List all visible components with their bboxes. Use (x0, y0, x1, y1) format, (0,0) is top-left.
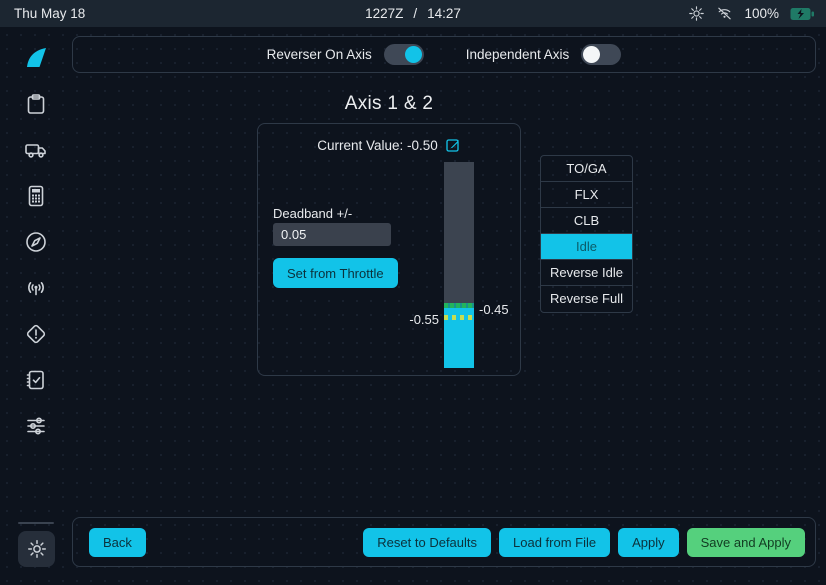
wifi-off-icon (718, 7, 732, 20)
sidebar-item-checklist[interactable] (23, 368, 49, 392)
save-and-apply-button[interactable]: Save and Apply (686, 527, 805, 557)
sidebar-item-ground-services[interactable] (23, 138, 49, 162)
page-title: Axis 1 & 2 (344, 93, 434, 114)
deadband-label: Deadband +/- (273, 206, 353, 221)
gear-icon (27, 540, 46, 558)
gauge-lower-value: -0.55 (409, 312, 439, 327)
gauge-upper-value: -0.45 (479, 302, 509, 317)
deadband-lower-band (444, 315, 474, 320)
axis-position-gauge (444, 162, 474, 368)
status-indicators: 100% (688, 5, 814, 22)
utc-time: 1227Z (365, 6, 404, 21)
sidebar-item-calculator[interactable] (23, 184, 49, 208)
detent-item-reverse-full[interactable]: Reverse Full (550, 291, 623, 306)
independent-axis-label: Independent Axis (465, 47, 570, 62)
reverser-on-axis-label: Reverser On Axis (266, 47, 372, 62)
footer-right-buttons: Reset to Defaults Load from File Apply S… (363, 527, 805, 557)
toggle-knob (404, 46, 422, 63)
reset-to-defaults-button[interactable]: Reset to Defaults (363, 527, 492, 557)
reverser-on-axis-toggle[interactable] (383, 44, 424, 65)
sidebar-nav (0, 27, 72, 585)
detent-item-flx[interactable]: FLX (541, 182, 632, 208)
detent-item-toga[interactable]: TO/GA (541, 156, 632, 182)
back-button[interactable]: Back (89, 527, 146, 557)
current-value-label: Current Value: -0.50 (317, 137, 438, 153)
deadband-input[interactable] (273, 223, 391, 246)
battery-percent: 100% (744, 6, 779, 21)
time-separator: / (413, 6, 418, 21)
battery-charging-icon (790, 7, 814, 20)
axis-options-panel: Reverser On Axis Independent Axis (72, 36, 816, 73)
current-value-row: Current Value: -0.50 (258, 137, 520, 153)
detent-item-idle-selected[interactable]: Idle (541, 234, 632, 260)
sidebar-item-radio[interactable] (23, 276, 49, 300)
sidebar-item-clipboard[interactable] (23, 92, 49, 116)
detent-upper-band (444, 303, 474, 308)
toggle-knob (583, 46, 601, 63)
sidebar-item-settings-active[interactable] (18, 531, 55, 567)
sidebar-item-failures[interactable] (23, 322, 49, 346)
local-time: 14:27 (427, 6, 461, 21)
status-bar: Thu May 18 1227Z / 14:27 100% (0, 0, 826, 27)
load-from-file-button[interactable]: Load from File (499, 527, 611, 557)
sidebar-item-compass[interactable] (23, 230, 49, 254)
status-date: Thu May 18 (14, 6, 86, 21)
axis-calibration-panel: Current Value: -0.50 Deadband +/- Set fr… (257, 123, 521, 376)
detent-list: TO/GA FLX CLB Idle Reverse Idle Reverse … (540, 155, 633, 313)
sidebar-divider (18, 522, 54, 524)
app-logo-icon[interactable] (23, 46, 49, 70)
footer-action-bar: Back Reset to Defaults Load from File Ap… (72, 517, 816, 567)
detent-item-clb[interactable]: CLB (541, 208, 632, 234)
independent-axis-group: Independent Axis (466, 44, 622, 65)
independent-axis-toggle[interactable] (581, 44, 622, 65)
reverser-on-axis-group: Reverser On Axis (267, 44, 424, 65)
gear-icon[interactable] (688, 5, 705, 22)
set-from-throttle-button[interactable]: Set from Throttle (273, 258, 398, 288)
edit-icon[interactable] (445, 137, 461, 153)
detent-item-reverse-idle[interactable]: Reverse Idle (541, 260, 632, 286)
sidebar-item-controls[interactable] (23, 414, 49, 438)
status-clock: 1227Z / 14:27 (0, 6, 826, 21)
apply-button[interactable]: Apply (618, 527, 679, 557)
